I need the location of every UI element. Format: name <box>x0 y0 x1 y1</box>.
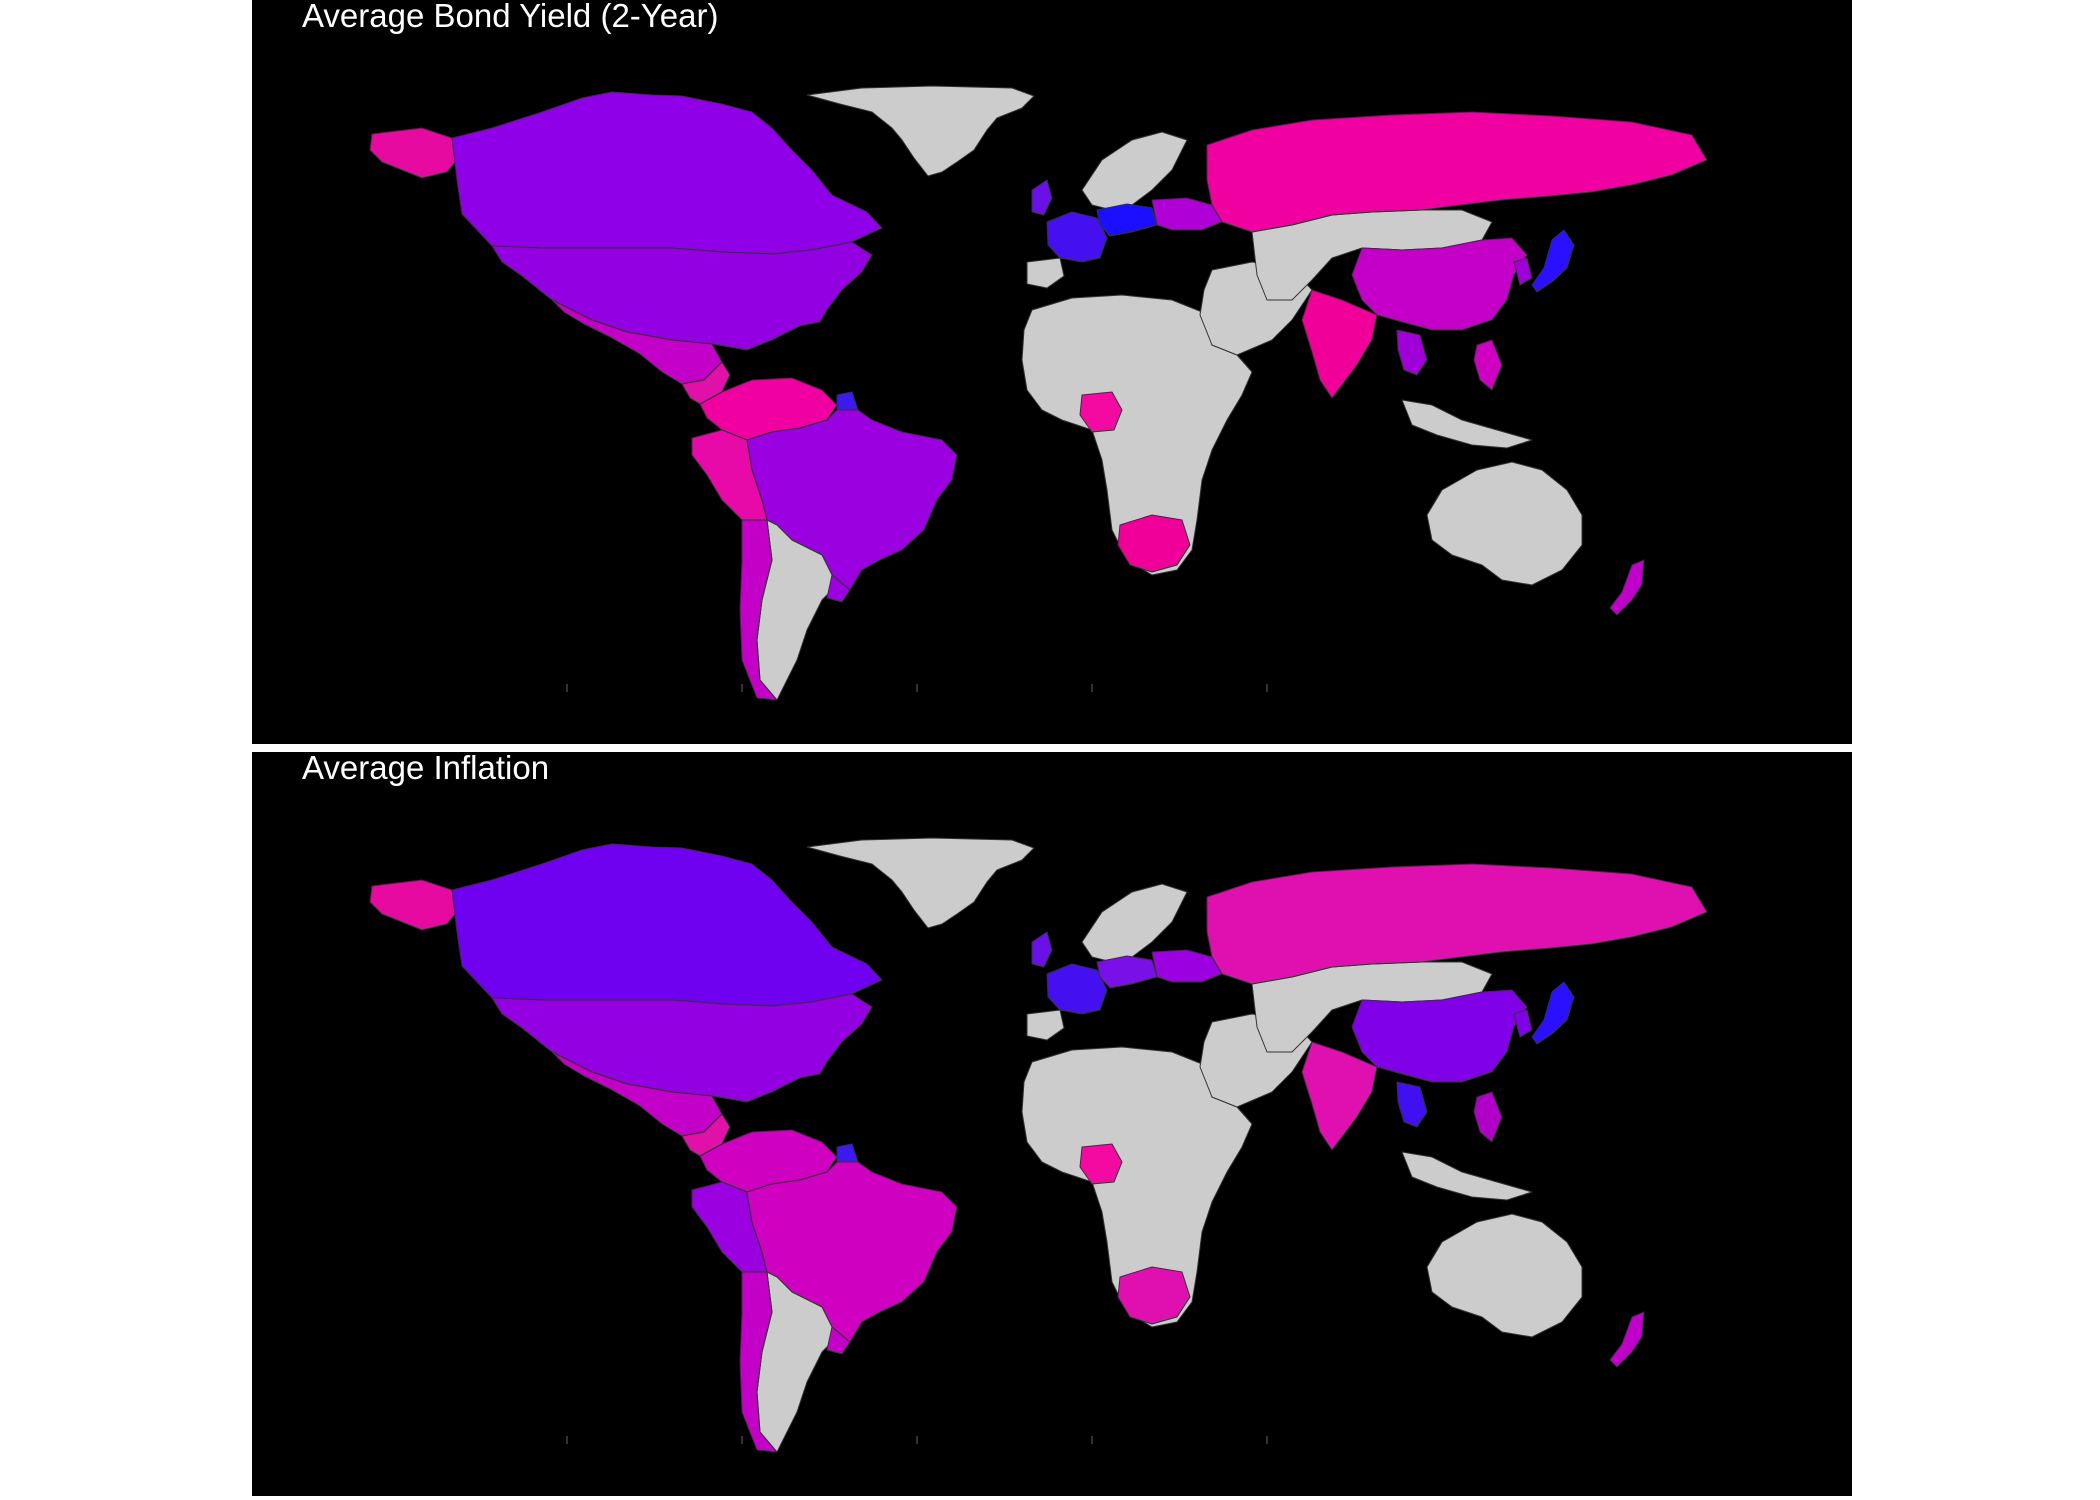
region-indonesia <box>1401 399 1533 449</box>
region-iberia <box>1026 257 1065 289</box>
region-japan <box>1531 981 1575 1045</box>
region-new-zealand <box>1609 559 1645 616</box>
inflation-map-title: Average Inflation <box>302 752 550 786</box>
region-canada <box>451 843 883 1007</box>
region-central-europe <box>1096 203 1158 237</box>
region-australia <box>1426 1213 1583 1338</box>
region-korea <box>1513 257 1533 286</box>
region-alaska <box>369 879 458 931</box>
inflation-map-panel: Average Inflation <box>252 752 1852 1496</box>
region-korea <box>1513 1009 1533 1038</box>
bond-yield-map-title: Average Bond Yield (2-Year) <box>302 0 719 34</box>
region-scandinavia <box>1081 883 1188 963</box>
region-india <box>1301 1041 1378 1151</box>
region-japan <box>1531 229 1575 293</box>
region-east-europe <box>1151 197 1223 231</box>
region-east-europe <box>1151 949 1223 983</box>
region-thailand <box>1396 329 1428 376</box>
region-canada <box>451 91 883 255</box>
region-west-europe <box>1046 963 1108 1015</box>
region-chile <box>739 519 778 701</box>
region-uk <box>1031 931 1053 968</box>
region-nigeria <box>1079 391 1123 433</box>
region-philippines <box>1473 339 1503 391</box>
region-usa <box>491 241 873 351</box>
region-south-africa <box>1117 514 1191 573</box>
region-uruguay <box>826 574 851 603</box>
region-russia <box>1206 111 1708 233</box>
region-russia <box>1206 863 1708 985</box>
region-uk <box>1031 179 1053 216</box>
region-australia <box>1426 461 1583 586</box>
bond-yield-map-panel: Average Bond Yield (2-Year) <box>252 0 1852 744</box>
inflation-world-map <box>369 837 1708 1453</box>
region-west-europe <box>1046 211 1108 263</box>
region-alaska <box>369 127 458 179</box>
region-central-america <box>681 1113 731 1157</box>
region-chile <box>739 1271 778 1453</box>
region-central-europe <box>1096 955 1158 989</box>
region-greenland <box>806 837 1035 929</box>
region-greenland <box>806 85 1035 177</box>
region-uruguay <box>826 1326 851 1355</box>
region-new-zealand <box>1609 1311 1645 1368</box>
region-indonesia <box>1401 1151 1533 1201</box>
bond-yield-world-map <box>369 85 1708 701</box>
region-philippines <box>1473 1091 1503 1143</box>
region-china <box>1351 237 1528 331</box>
region-china <box>1351 989 1528 1083</box>
region-iberia <box>1026 1009 1065 1041</box>
region-usa <box>491 993 873 1103</box>
region-scandinavia <box>1081 131 1188 211</box>
region-nigeria <box>1079 1143 1123 1185</box>
region-central-america <box>681 361 731 405</box>
region-thailand <box>1396 1081 1428 1128</box>
region-south-africa <box>1117 1266 1191 1325</box>
region-india <box>1301 289 1378 399</box>
